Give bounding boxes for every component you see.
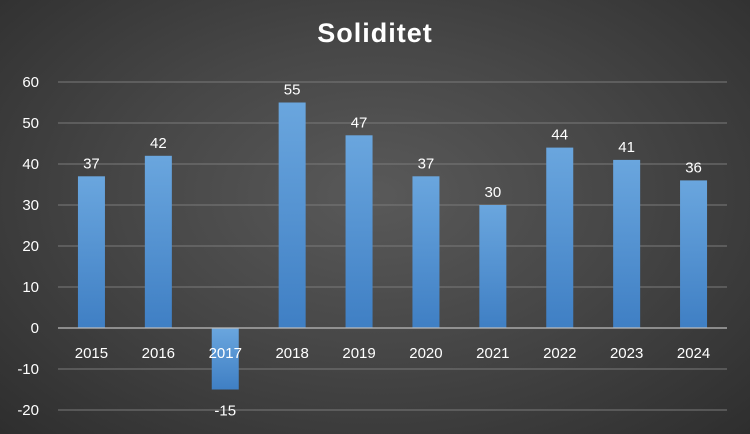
x-tick-label: 2016 [142,345,175,362]
data-label: 44 [551,127,568,144]
y-tick-label: 30 [22,197,39,214]
y-tick-label: -20 [17,402,39,419]
bar [412,176,440,328]
data-label: 37 [418,155,435,172]
data-label: 42 [150,135,167,152]
x-tick-label: 2022 [543,345,576,362]
data-label: 47 [351,114,368,131]
data-label: 36 [685,159,702,176]
bar [613,159,641,328]
bar [278,102,306,328]
y-tick-label: 50 [22,115,39,132]
y-tick-label: 10 [22,279,39,296]
y-tick-label: 0 [31,320,39,337]
y-tick-label: 40 [22,156,39,173]
bar [144,155,172,328]
data-label: 41 [618,139,635,156]
bars [77,102,708,390]
x-tick-label: 2017 [209,345,242,362]
x-tick-label: 2015 [75,345,108,362]
bar [680,180,708,328]
chart-title: Soliditet [317,18,433,48]
data-label: 55 [284,82,301,99]
labels: -20 -10 0 10 20 30 40 50 60 37 2015 42 2016 -15 2017 55… [17,74,727,420]
x-tick-label: 2021 [476,345,509,362]
data-label: 37 [83,155,100,172]
data-label: -15 [214,403,236,420]
data-label: 30 [485,184,502,201]
x-tick-label: 2018 [275,345,308,362]
y-tick-label: -10 [17,361,39,378]
y-tick-label: 20 [22,238,39,255]
x-tick-label: 2019 [342,345,375,362]
x-tick-label: 2024 [677,345,710,362]
bar [211,328,239,390]
x-tick-label: 2020 [409,345,442,362]
bar [77,176,105,328]
bar [479,205,507,328]
bar [546,147,574,328]
bar [345,135,373,328]
y-tick-label: 60 [22,74,39,91]
x-tick-label: 2023 [610,345,643,362]
